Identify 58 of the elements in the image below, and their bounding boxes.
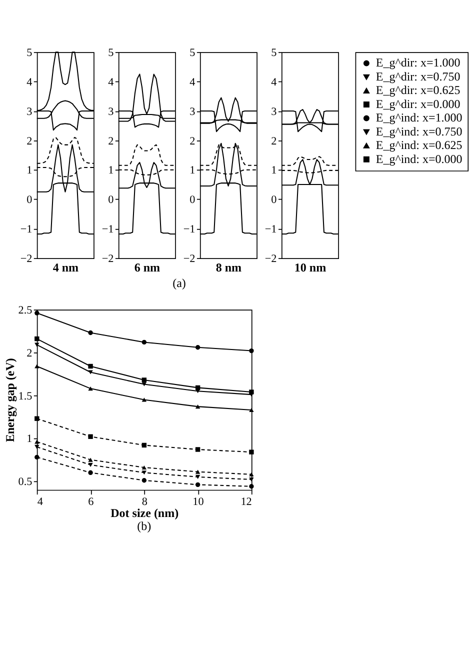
x-tick-label: 10 <box>192 496 204 508</box>
x-axis-title: 6 nm <box>134 260 160 274</box>
y-tick-label: −1 <box>102 224 114 236</box>
y-tick-label: 1 <box>190 164 196 177</box>
y-tick-label: 3 <box>26 106 33 118</box>
y-axis-title: Energy gap (eV) <box>2 358 17 442</box>
y-tick-label: 4 <box>108 76 114 88</box>
y-tick-label: −2 <box>264 252 277 265</box>
x-tick-label: 6 <box>88 496 94 508</box>
y-tick-label: 5 <box>271 47 278 60</box>
legend-label: E_g^ind: x=1.000 <box>376 110 462 125</box>
x-tick-label: 12 <box>240 496 252 508</box>
x-tick-label: 8 <box>142 496 148 508</box>
y-tick-label: −1 <box>183 224 196 236</box>
x-tick-label: 4 <box>37 496 44 508</box>
y-tick-label: 2.5 <box>18 304 33 316</box>
y-tick-label: 0 <box>26 194 33 206</box>
y-tick-label: 1 <box>26 164 32 177</box>
legend-label: E_g^dir: x=0.625 <box>376 83 460 98</box>
x-axis-title: 10 nm <box>294 260 326 274</box>
y-tick-label: 0 <box>271 194 278 206</box>
y-tick-label: 1 <box>26 433 32 446</box>
y-tick-label: 1.5 <box>18 390 33 402</box>
y-tick-label: 0 <box>108 194 114 206</box>
y-tick-label: −1 <box>264 224 277 236</box>
y-tick-label: 3 <box>108 106 114 118</box>
x-axis-title: Dot size (nm) <box>110 506 179 520</box>
legend-label: E_g^dir: x=1.000 <box>376 56 460 70</box>
y-tick-label: −1 <box>20 224 32 236</box>
text: (b) <box>137 519 152 534</box>
y-tick-label: 2 <box>26 135 32 148</box>
y-tick-label: −2 <box>102 252 114 265</box>
y-tick-label: 4 <box>26 76 33 88</box>
y-tick-label: 2 <box>190 135 196 148</box>
y-tick-label: 4 <box>271 76 278 88</box>
y-tick-label: −2 <box>183 252 196 265</box>
y-tick-label: 2 <box>26 347 32 360</box>
y-tick-label: 4 <box>190 76 196 88</box>
x-axis-title: 4 nm <box>52 260 78 274</box>
y-tick-label: 2 <box>271 135 277 148</box>
y-tick-label: 0.5 <box>18 476 33 488</box>
legend-label: E_g^dir: x=0.750 <box>376 69 460 84</box>
legend-label: E_g^ind: x=0.625 <box>376 138 462 152</box>
legend-label: E_g^dir: x=0.000 <box>376 96 460 111</box>
y-tick-label: 3 <box>190 106 196 118</box>
y-tick-label: 5 <box>108 47 114 60</box>
y-tick-label: −2 <box>20 252 32 265</box>
y-tick-label: 1 <box>271 164 277 177</box>
text: (a) <box>172 276 186 290</box>
y-tick-label: 3 <box>271 106 278 118</box>
x-axis-title: 8 nm <box>216 260 242 274</box>
y-tick-label: 0 <box>190 194 196 206</box>
legend-label: E_g^ind: x=0.750 <box>376 124 462 138</box>
legend-label: E_g^ind: x=0.000 <box>376 152 462 166</box>
y-tick-label: 1 <box>108 164 114 177</box>
y-tick-label: 5 <box>190 47 196 60</box>
y-tick-label: 5 <box>26 47 33 60</box>
y-tick-label: 2 <box>108 135 114 148</box>
